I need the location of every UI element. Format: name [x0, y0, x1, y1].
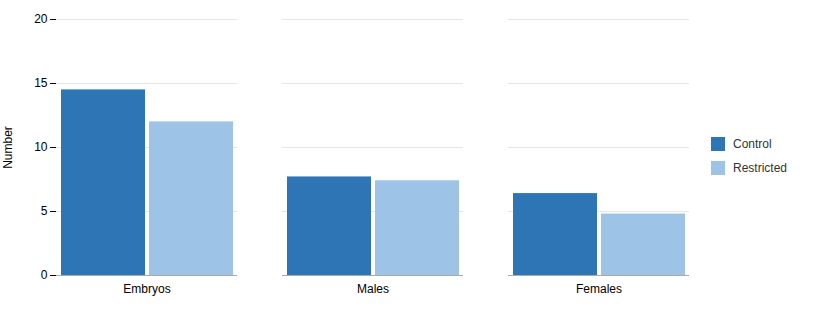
svg-text:5: 5 [41, 204, 48, 218]
svg-text:20: 20 [34, 12, 48, 26]
svg-text:10: 10 [34, 140, 48, 154]
svg-text:0: 0 [41, 268, 48, 282]
svg-text:Number: Number [1, 126, 15, 169]
html-text:Restricted: Restricted [733, 161, 787, 175]
html-text:Control: Control [733, 137, 772, 151]
svg-text:Males: Males [357, 282, 389, 296]
svg-text:Embryos: Embryos [123, 282, 170, 296]
svg-text:Females: Females [576, 282, 622, 296]
svg-text:15: 15 [34, 76, 48, 90]
